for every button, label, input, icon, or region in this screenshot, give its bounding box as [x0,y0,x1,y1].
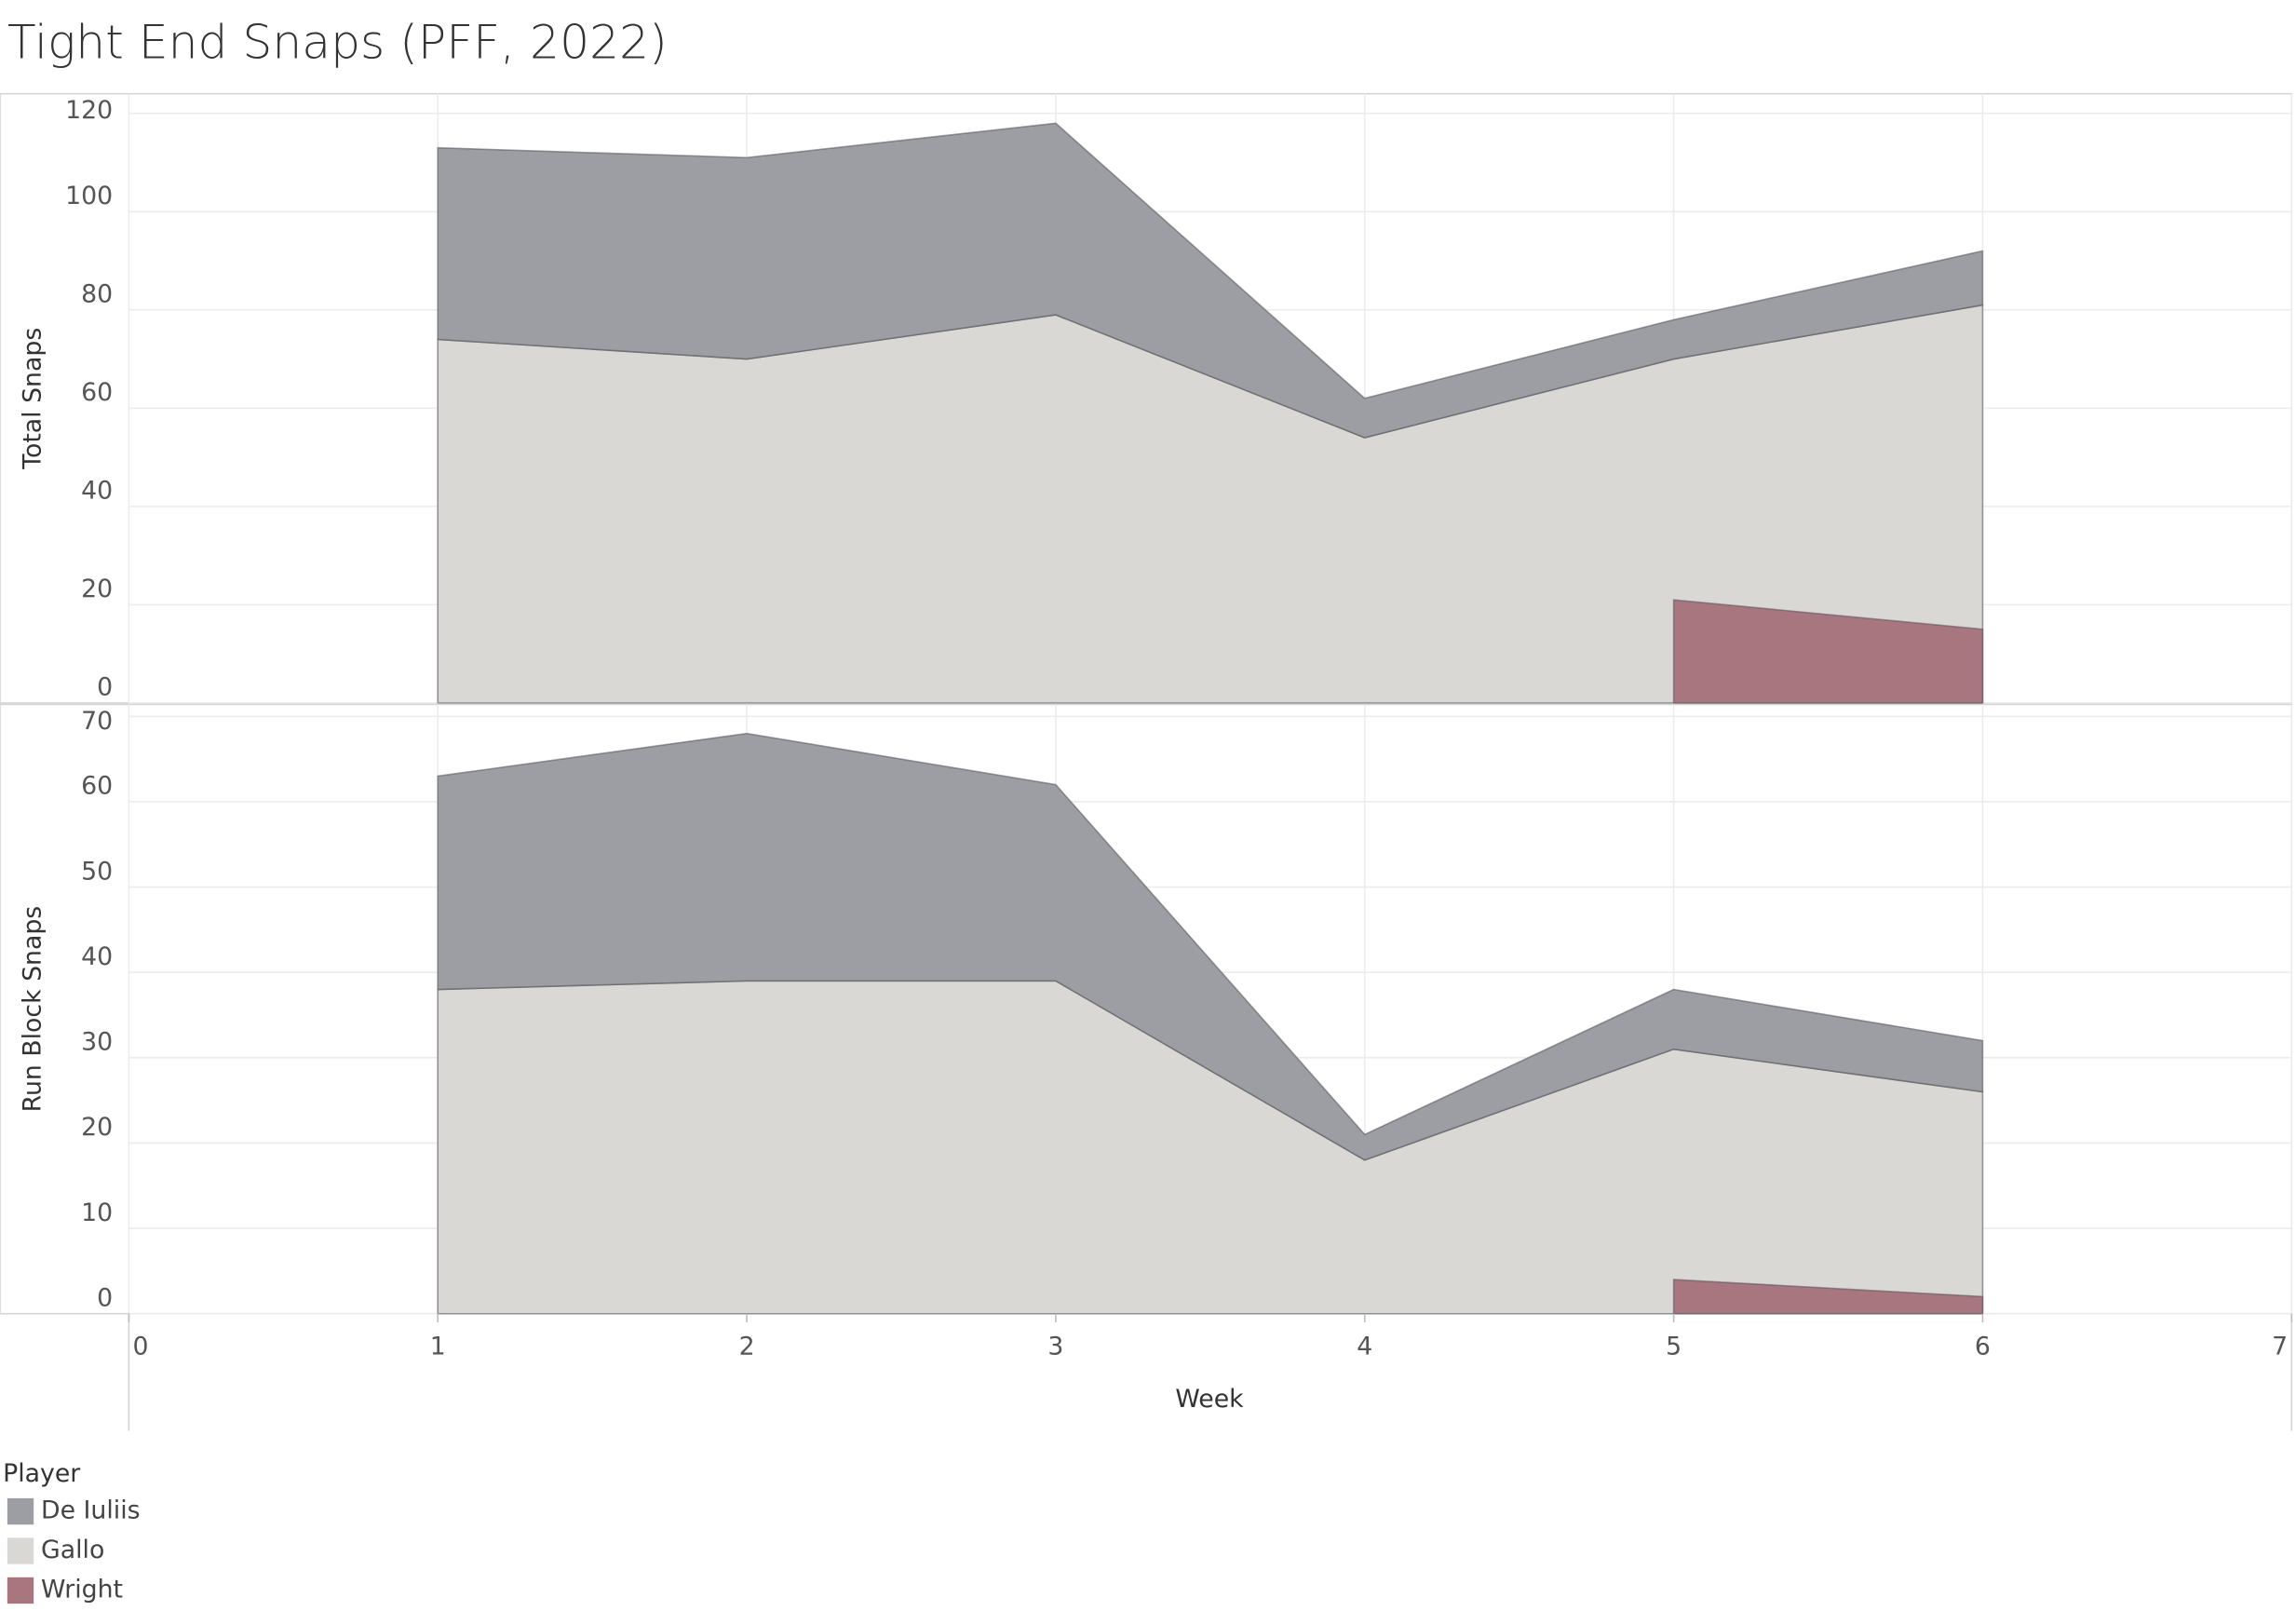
areas [437,732,1984,1315]
y-axis-label: Run Block Snaps [19,906,47,1113]
y-tick-label: 80 [81,280,113,309]
x-tick-label: 4 [1357,1332,1372,1361]
y-tick-label: 30 [81,1028,113,1057]
y-tick-label: 10 [81,1198,113,1227]
x-tick-label: 3 [1047,1332,1063,1361]
y-tick-label: 20 [81,1113,113,1142]
legend-swatch[interactable] [7,1577,34,1604]
y-tick-label: 100 [65,182,113,210]
y-tick-label: 60 [81,378,113,407]
x-tick-label: 0 [132,1332,148,1361]
x-tick-label: 6 [1975,1332,1991,1361]
x-tick-label: 5 [1666,1332,1681,1361]
area [437,732,1984,1161]
legend-swatch[interactable] [7,1497,34,1525]
x-tick-label: 7 [2272,1332,2288,1361]
legend-label: De Iuliis [41,1496,141,1525]
legend-label: Gallo [41,1536,104,1564]
areas [437,122,1984,704]
legend-label: Wright [41,1575,123,1604]
y-tick-label: 60 [81,772,113,801]
y-tick-label: 120 [65,96,113,125]
chart-title: Tight End Snaps (PFF, 2022) [7,14,668,69]
area [1672,599,1984,704]
y-tick-label: 40 [81,942,113,971]
y-tick-label: 40 [81,477,113,506]
x-tick-label: 2 [739,1332,755,1361]
legend-swatch[interactable] [7,1537,34,1564]
y-tick-label: 0 [97,673,113,702]
y-tick-label: 50 [81,857,113,886]
y-tick-label: 0 [97,1284,113,1313]
y-tick-label: 20 [81,575,113,603]
y-tick-label: 70 [81,707,113,736]
area [437,122,1984,439]
y-axis-label: Total Snaps [19,328,47,470]
x-axis-label: Week [1175,1385,1244,1414]
legend-title: Player [3,1459,80,1488]
x-tick-label: 1 [430,1332,446,1361]
